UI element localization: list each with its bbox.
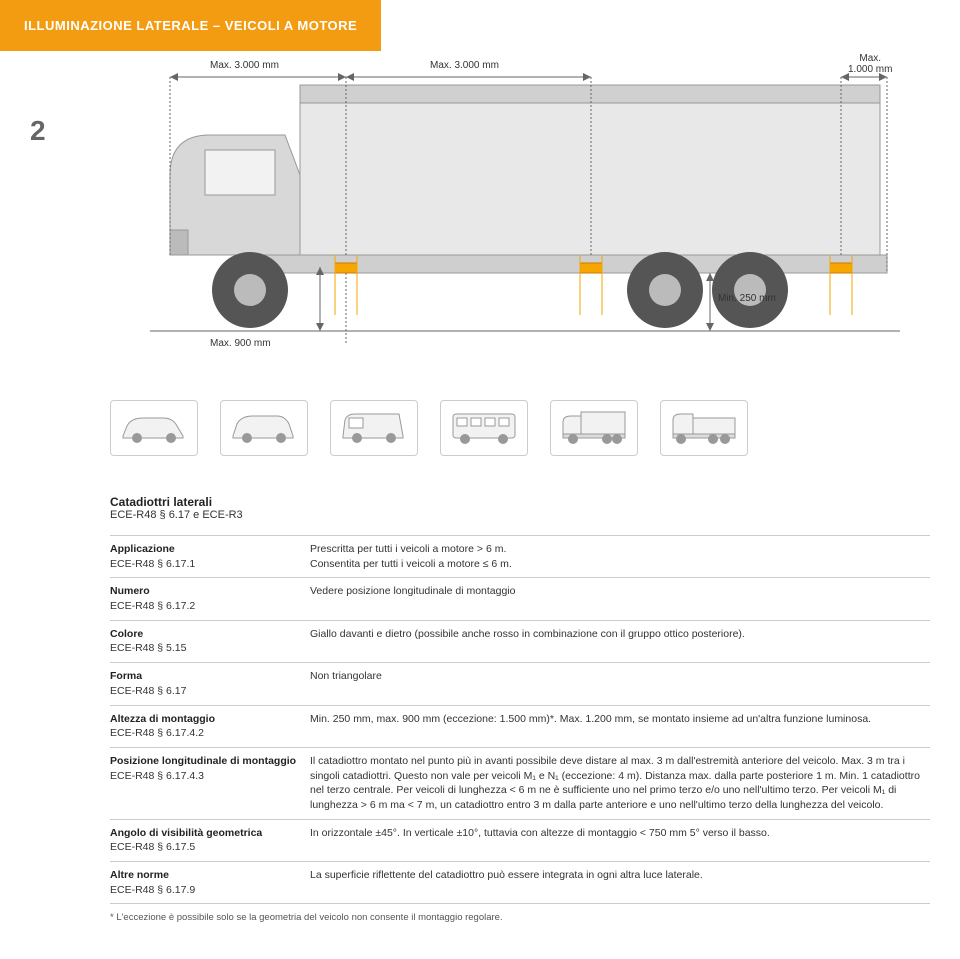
spec-label: Applicazione: [110, 542, 298, 557]
spec-row: ColoreECE-R48 § 5.15 Giallo davanti e die…: [110, 620, 930, 662]
title-ref: ECE-R48 § 6.17 e ECE-R3: [110, 509, 930, 521]
truck-diagram: Max. 3.000 mm Max. 3.000 mm Max. 1.000 m…: [110, 55, 930, 355]
header-tab: ILLUMINAZIONE LATERALE – VEICOLI A MOTOR…: [0, 0, 381, 51]
spec-value: Vedere posizione longitudinale di montag…: [310, 584, 930, 613]
footnote: * L'eccezione è possibile solo se la geo…: [110, 912, 930, 923]
spec-ref: ECE-R48 § 6.17.4.2: [110, 726, 298, 741]
spec-value: Non triangolare: [310, 669, 930, 698]
section-number: 2: [30, 115, 46, 147]
vehicle-icon-hatchback: [220, 400, 308, 456]
spec-row: Altre normeECE-R48 § 6.17.9 La superficie…: [110, 861, 930, 904]
dim-max900: Max. 900 mm: [210, 338, 271, 349]
vehicle-icons-row: [110, 400, 748, 456]
spec-ref: ECE-R48 § 6.17.2: [110, 599, 298, 614]
spec-label: Colore: [110, 627, 298, 642]
spec-value: Il catadiottro montato nel punto più in …: [310, 754, 930, 813]
spec-label: Forma: [110, 669, 298, 684]
dim-min250: Min. 250 mm: [718, 293, 776, 304]
spec-row: Altezza di montaggioECE-R48 § 6.17.4.2 Mi…: [110, 705, 930, 747]
spec-ref: ECE-R48 § 6.17.1: [110, 557, 298, 572]
spec-row: NumeroECE-R48 § 6.17.2 Vedere posizione l…: [110, 577, 930, 619]
spec-value: In orizzontale ±45°. In verticale ±10°, …: [310, 826, 930, 855]
spec-ref: ECE-R48 § 6.17.4.3: [110, 769, 298, 784]
spec-ref: ECE-R48 § 6.17.9: [110, 883, 298, 898]
title-block: Catadiottri laterali ECE-R48 § 6.17 e EC…: [110, 495, 930, 521]
spec-row: Angolo di visibilità geometricaECE-R48 §…: [110, 819, 930, 861]
title-main: Catadiottri laterali: [110, 495, 930, 509]
dim-max3000-a: Max. 3.000 mm: [210, 60, 279, 71]
spec-label: Altezza di montaggio: [110, 712, 298, 727]
spec-label: Angolo di visibilità geometrica: [110, 826, 298, 841]
spec-label: Posizione longitudinale di montaggio: [110, 754, 298, 769]
spec-label: Numero: [110, 584, 298, 599]
spec-ref: ECE-R48 § 6.17.5: [110, 840, 298, 855]
spec-value: Prescritta per tutti i veicoli a motore …: [310, 542, 930, 571]
dim-max3000-b: Max. 3.000 mm: [430, 60, 499, 71]
spec-row: ApplicazioneECE-R48 § 6.17.1 Prescritta p…: [110, 535, 930, 577]
spec-row: Posizione longitudinale di montaggioECE-…: [110, 747, 930, 819]
spec-ref: ECE-R48 § 5.15: [110, 641, 298, 656]
vehicle-icon-boxtruck: [550, 400, 638, 456]
spec-value: La superficie riflettente del catadiottr…: [310, 868, 930, 897]
content-table: Catadiottri laterali ECE-R48 § 6.17 e EC…: [110, 495, 930, 923]
header-title: ILLUMINAZIONE LATERALE – VEICOLI A MOTOR…: [24, 18, 357, 33]
spec-label: Altre norme: [110, 868, 298, 883]
page: ILLUMINAZIONE LATERALE – VEICOLI A MOTOR…: [0, 0, 960, 959]
spec-row: FormaECE-R48 § 6.17 Non triangolare: [110, 662, 930, 704]
spec-ref: ECE-R48 § 6.17: [110, 684, 298, 699]
spec-value: Min. 250 mm, max. 900 mm (eccezione: 1.5…: [310, 712, 930, 741]
dim-max1000: Max. 1.000 mm: [848, 53, 892, 75]
vehicle-icon-car: [110, 400, 198, 456]
vehicle-icon-bus: [440, 400, 528, 456]
vehicle-icon-van: [330, 400, 418, 456]
spec-value: Giallo davanti e dietro (possibile anche…: [310, 627, 930, 656]
vehicle-icon-semitruck: [660, 400, 748, 456]
